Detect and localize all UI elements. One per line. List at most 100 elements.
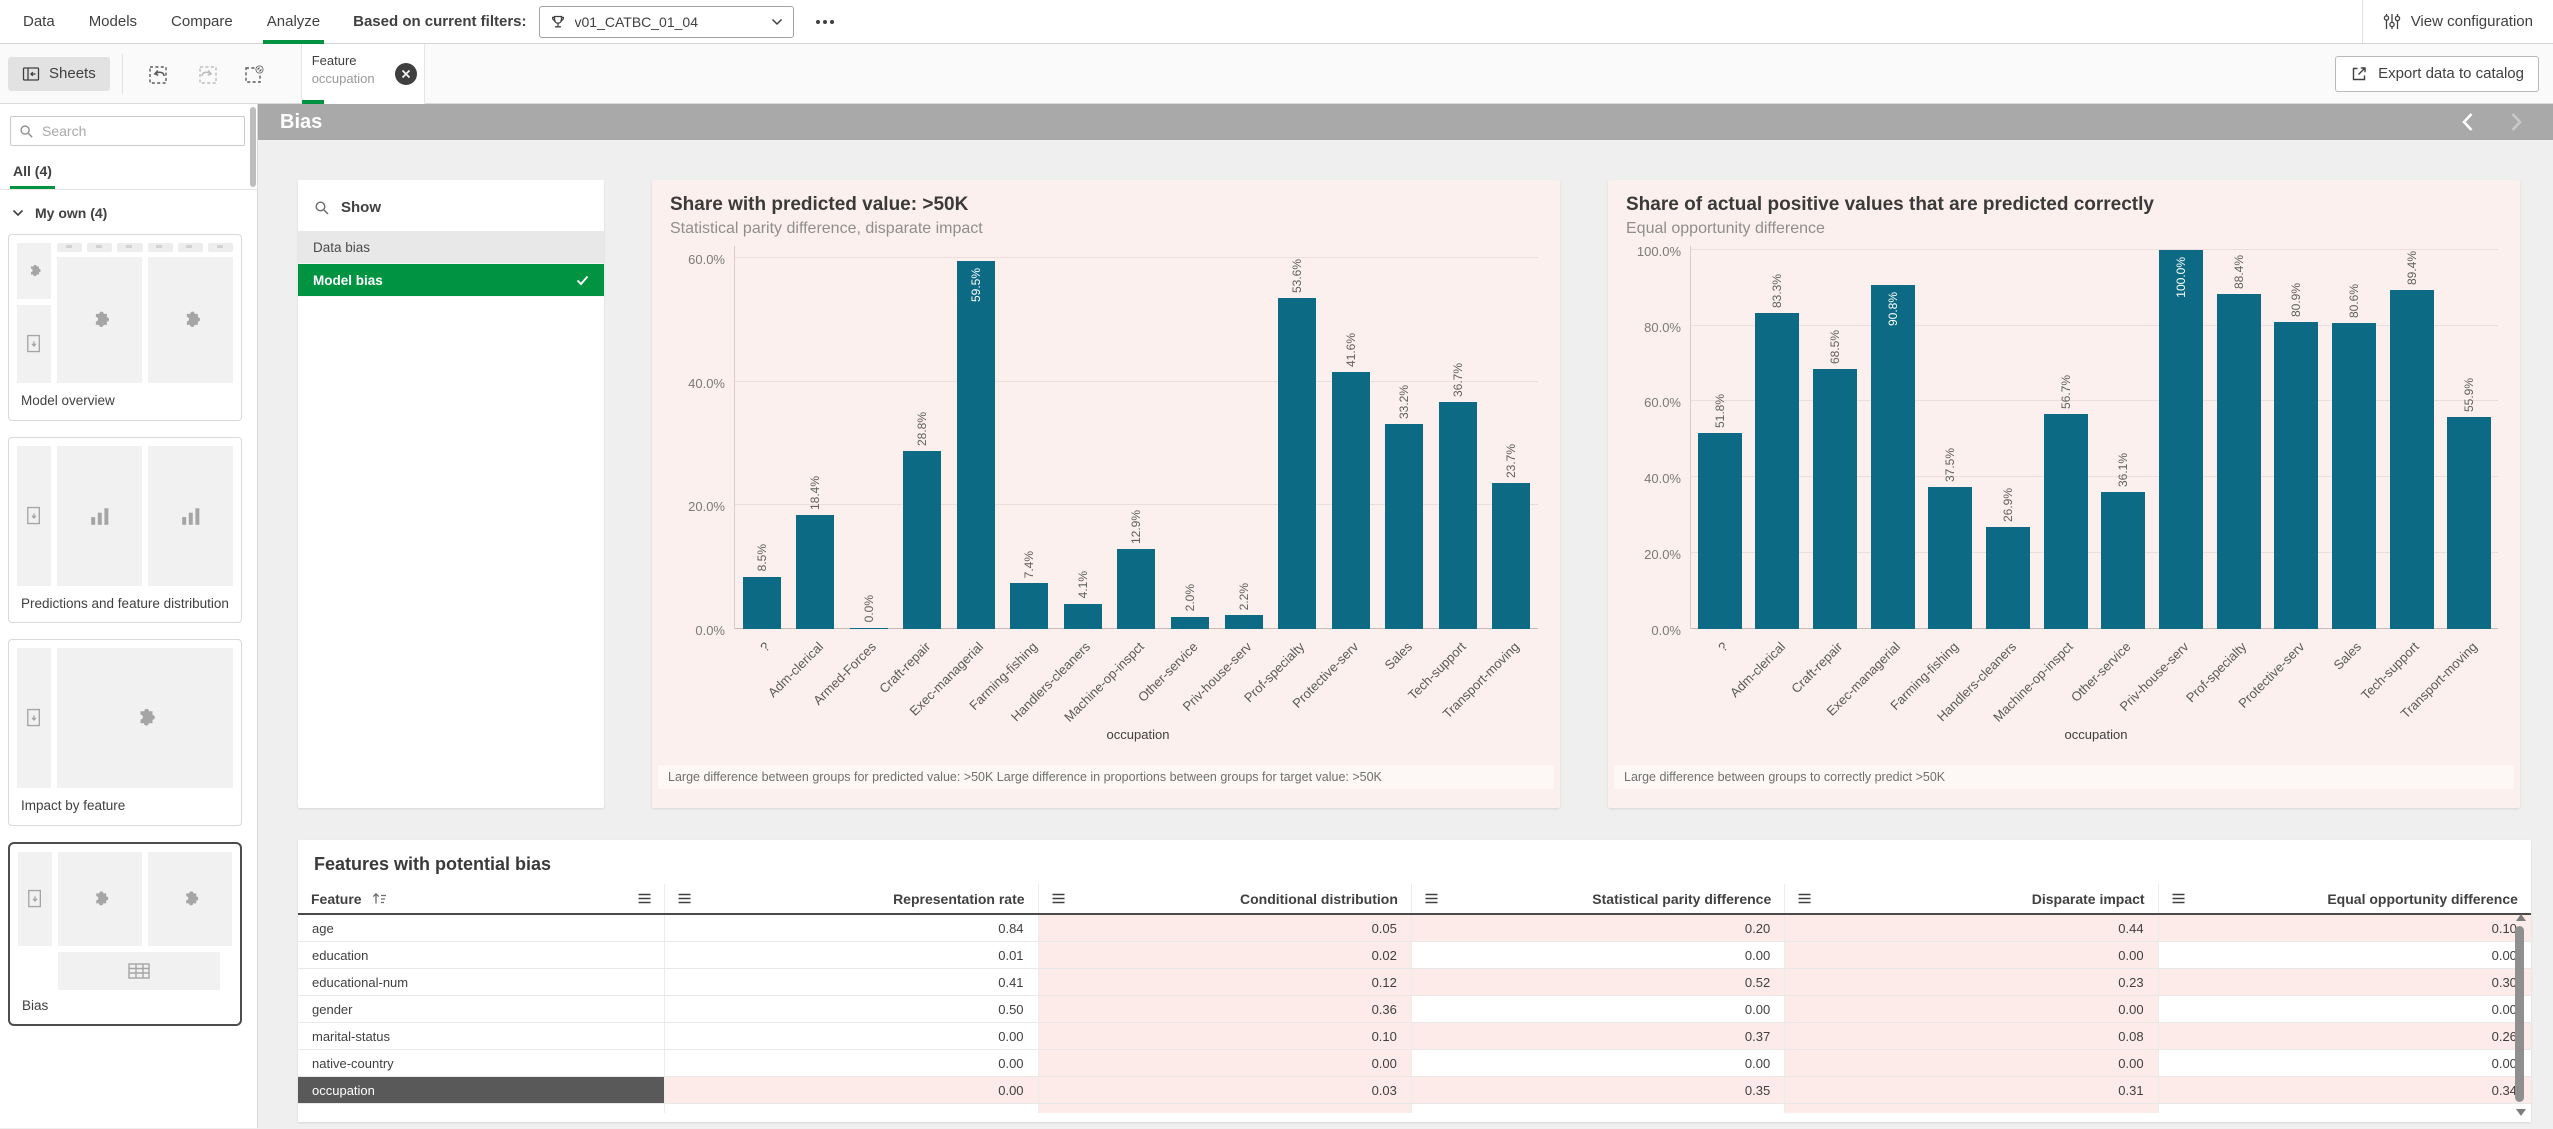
more-options-button[interactable]	[810, 14, 840, 30]
bar-Exec-managerial[interactable]	[956, 261, 995, 629]
group-my-own[interactable]: My own (4)	[0, 190, 257, 234]
tab-models[interactable]: Models	[88, 12, 138, 30]
show-option-model-bias[interactable]: Model bias	[298, 264, 604, 297]
chart-equal-opportunity[interactable]: Share of actual positive values that are…	[1608, 180, 2520, 808]
scroll-up-icon[interactable]	[2516, 914, 2526, 921]
column-header-statistical-parity[interactable]: Statistical parity difference	[1410, 884, 1784, 913]
tab-analyze[interactable]: Analyze	[250, 0, 337, 44]
bar-Prof-specialty[interactable]	[1278, 297, 1317, 629]
bar-Farming-fishing[interactable]	[1010, 583, 1049, 629]
chart-statistical-parity[interactable]: Share with predicted value: >50K Statist…	[652, 180, 1560, 808]
show-option-data-bias[interactable]: Data bias	[298, 231, 604, 264]
check-icon	[576, 275, 589, 286]
step-back-selection-button[interactable]	[142, 57, 176, 91]
sheet-search[interactable]	[10, 116, 245, 146]
table-row[interactable]: marital-status 0.00 0.10 0.37 0.08 0.26	[298, 1023, 2531, 1050]
bar-Sales[interactable]	[1385, 423, 1424, 629]
bar-Exec-managerial[interactable]	[1870, 284, 1915, 629]
bar-Protective-serv[interactable]	[2274, 322, 2319, 629]
bar-Prof-specialty[interactable]	[2216, 293, 2261, 629]
feature-cell[interactable]: native-country	[312, 1055, 394, 1071]
next-sheet-button[interactable]	[2510, 112, 2523, 132]
bar-?[interactable]	[1697, 432, 1742, 629]
kpi-pills	[57, 243, 234, 252]
table-row[interactable]: age 0.84 0.05 0.20 0.44 0.10	[298, 915, 2531, 942]
sheet-card-predictions[interactable]: Predictions and feature distribution	[8, 436, 242, 624]
bar-Handlers-cleaners[interactable]	[1986, 527, 2031, 629]
sheet-card-model-overview[interactable]: Model overview	[8, 234, 242, 421]
clear-selections-button[interactable]	[238, 57, 272, 91]
x-axis-category-label[interactable]: Sales	[2330, 639, 2365, 673]
deployment-select[interactable]: v01_CATBC_01_04	[538, 5, 794, 38]
bar-Other-service[interactable]	[2101, 492, 2146, 629]
feature-cell[interactable]: education	[312, 947, 369, 963]
sidebar-scrollbar[interactable]	[250, 107, 256, 187]
feature-cell[interactable]: gender	[312, 1001, 353, 1017]
bar-Machine-op-inspct[interactable]	[1117, 549, 1156, 629]
sheet-card-bias[interactable]: Bias	[8, 841, 242, 1027]
table-row[interactable]: native-country 0.00 0.00 0.00 0.00 0.00	[298, 1050, 2531, 1077]
x-axis-category-label[interactable]: ?	[756, 639, 773, 655]
bar-Priv-house-serv[interactable]	[1224, 615, 1263, 629]
sheet-filter-tabs: All (4)	[0, 154, 257, 190]
bar-Protective-serv[interactable]	[1331, 372, 1370, 629]
value-cell: 0.00	[664, 1050, 1037, 1076]
bar-Sales[interactable]	[2331, 323, 2376, 629]
bar-?[interactable]	[742, 576, 781, 629]
previous-sheet-button[interactable]	[2461, 112, 2474, 132]
bar-Transport-moving[interactable]	[2447, 417, 2492, 629]
table-scrollbar[interactable]	[2513, 914, 2526, 1116]
bar-Tech-support[interactable]	[1438, 402, 1477, 629]
view-configuration-button[interactable]: View configuration	[2361, 0, 2553, 43]
remove-selection-button[interactable]	[394, 62, 417, 85]
tab-data[interactable]: Data	[23, 12, 55, 30]
column-header-disparate-impact[interactable]: Disparate impact	[1784, 884, 2157, 913]
search-input[interactable]	[42, 123, 236, 139]
bar-Transport-moving[interactable]	[1492, 482, 1531, 629]
scrollbar-thumb[interactable]	[2515, 926, 2524, 1102]
bar-value-label: 89.4%	[2404, 250, 2419, 285]
chevron-down-icon	[771, 18, 783, 26]
feature-cell[interactable]: age	[312, 920, 334, 936]
bar-Craft-repair[interactable]	[903, 451, 942, 629]
step-forward-selection-button[interactable]	[190, 57, 224, 91]
bar-Other-service[interactable]	[1171, 616, 1210, 629]
table-row[interactable]: occupation 0.00 0.03 0.35 0.31 0.34	[298, 1077, 2531, 1104]
value-cell	[298, 1104, 664, 1113]
bar-Adm-clerical[interactable]	[1755, 313, 1800, 629]
bar-Armed-Forces[interactable]	[849, 627, 888, 629]
table-row[interactable]: gender 0.50 0.36 0.00 0.00 0.00	[298, 996, 2531, 1023]
x-axis-category-label[interactable]: ?	[1714, 639, 1731, 655]
column-header-conditional-distribution[interactable]: Conditional distribution	[1037, 884, 1411, 913]
x-axis-category-label[interactable]: Craft-repair	[875, 639, 933, 697]
selection-chip-feature[interactable]: Feature occupation	[300, 43, 425, 104]
bar-Tech-support[interactable]	[2389, 290, 2434, 629]
tab-compare[interactable]: Compare	[171, 12, 233, 30]
column-header-representation-rate[interactable]: Representation rate	[664, 884, 1037, 913]
feature-cell[interactable]: marital-status	[312, 1028, 391, 1044]
feature-cell[interactable]: educational-num	[312, 974, 409, 990]
x-axis-category-label[interactable]: Craft-repair	[1788, 639, 1846, 697]
column-header-equal-opportunity[interactable]: Equal opportunity difference	[2157, 884, 2531, 913]
bar-slot: 100.0%	[2152, 246, 2210, 629]
bar-Priv-house-serv[interactable]	[2158, 249, 2203, 629]
value-cell: 0.37	[1410, 1023, 1785, 1049]
x-axis-category-label[interactable]: Adm-clerical	[1726, 639, 1789, 701]
x-axis-category-label[interactable]: Tech-support	[2358, 639, 2423, 703]
bar-Handlers-cleaners[interactable]	[1063, 603, 1102, 629]
feature-cell[interactable]: occupation	[298, 1077, 665, 1103]
export-data-button[interactable]: Export data to catalog	[2335, 55, 2539, 92]
table-icon	[58, 951, 220, 990]
sheet-card-impact[interactable]: Impact by feature	[8, 639, 242, 826]
bar-Farming-fishing[interactable]	[1928, 486, 1973, 629]
column-header-feature[interactable]: Feature	[298, 884, 664, 913]
sheets-toggle-button[interactable]: Sheets	[8, 56, 110, 91]
bar-Craft-repair[interactable]	[1813, 369, 1858, 629]
scroll-down-icon[interactable]	[2516, 1109, 2526, 1116]
bar-Adm-clerical[interactable]	[796, 515, 835, 629]
tab-all-sheets[interactable]: All (4)	[10, 154, 55, 189]
table-row[interactable]: education 0.01 0.02 0.00 0.00 0.00	[298, 942, 2531, 969]
bar-Machine-op-inspct[interactable]	[2043, 414, 2088, 629]
table-row[interactable]: educational-num 0.41 0.12 0.52 0.23 0.30	[298, 969, 2531, 996]
x-axis-category-label[interactable]: Sales	[1381, 639, 1415, 673]
